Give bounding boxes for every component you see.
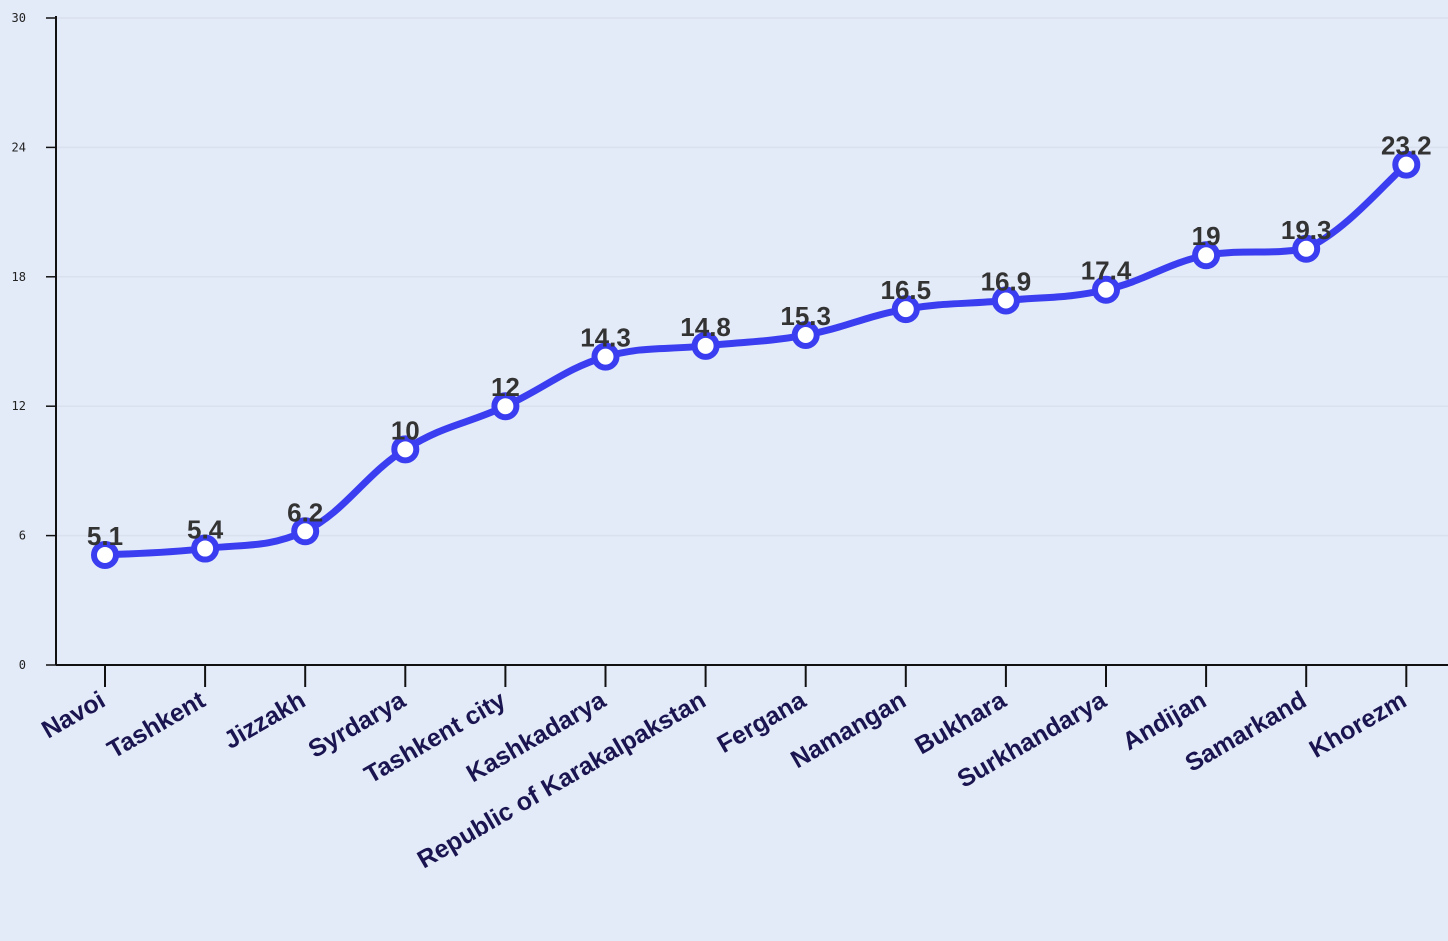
data-label: 12 (491, 372, 520, 402)
x-tick-label: Khorezm (1305, 686, 1412, 764)
grid-lines (56, 17, 1448, 537)
data-label: 14.3 (580, 323, 631, 353)
data-point (591, 342, 620, 371)
y-tick-label: 18 (12, 270, 26, 284)
data-point (791, 321, 820, 350)
data-label: 19 (1192, 221, 1221, 251)
data-label: 10 (391, 415, 420, 445)
data-label: 15.3 (780, 301, 831, 331)
data-point (191, 534, 220, 563)
x-tick-label: Jizzakh (219, 686, 310, 755)
y-tick-label: 6 (19, 529, 26, 543)
y-axis: 0 6 12 18 24 30 (12, 11, 57, 672)
data-label: 14.8 (680, 312, 731, 342)
data-point (491, 392, 520, 421)
data-markers (91, 150, 1421, 570)
data-label: 16.5 (880, 275, 931, 305)
x-tick-label: Namangan (786, 686, 911, 774)
data-point (991, 286, 1020, 315)
data-label: 16.9 (981, 267, 1032, 297)
data-point (91, 541, 119, 570)
data-point (1392, 150, 1421, 179)
x-tick-label: Tashkent (103, 686, 211, 765)
data-point (891, 295, 920, 324)
data-point (391, 435, 420, 464)
data-point (1292, 234, 1321, 263)
data-labels: 5.1 5.4 6.2 10 12 14.3 14.8 15.3 16.5 16.9 17.4 19 1… (87, 131, 1432, 551)
y-tick-label: 24 (12, 140, 26, 154)
y-tick-label: 0 (19, 658, 26, 672)
data-label: 5.1 (87, 521, 123, 551)
data-label: 6.2 (287, 497, 323, 527)
data-point (1192, 241, 1221, 270)
data-label: 5.4 (187, 515, 224, 545)
data-point (691, 331, 720, 360)
data-label: 17.4 (1081, 256, 1132, 286)
data-label: 23.2 (1381, 131, 1432, 161)
data-point (291, 517, 320, 546)
y-tick-label: 12 (12, 399, 26, 413)
x-tick-label: Navoi (37, 686, 110, 744)
y-tick-label: 30 (12, 11, 26, 25)
data-label: 19.3 (1281, 215, 1332, 245)
data-point (1092, 275, 1120, 304)
